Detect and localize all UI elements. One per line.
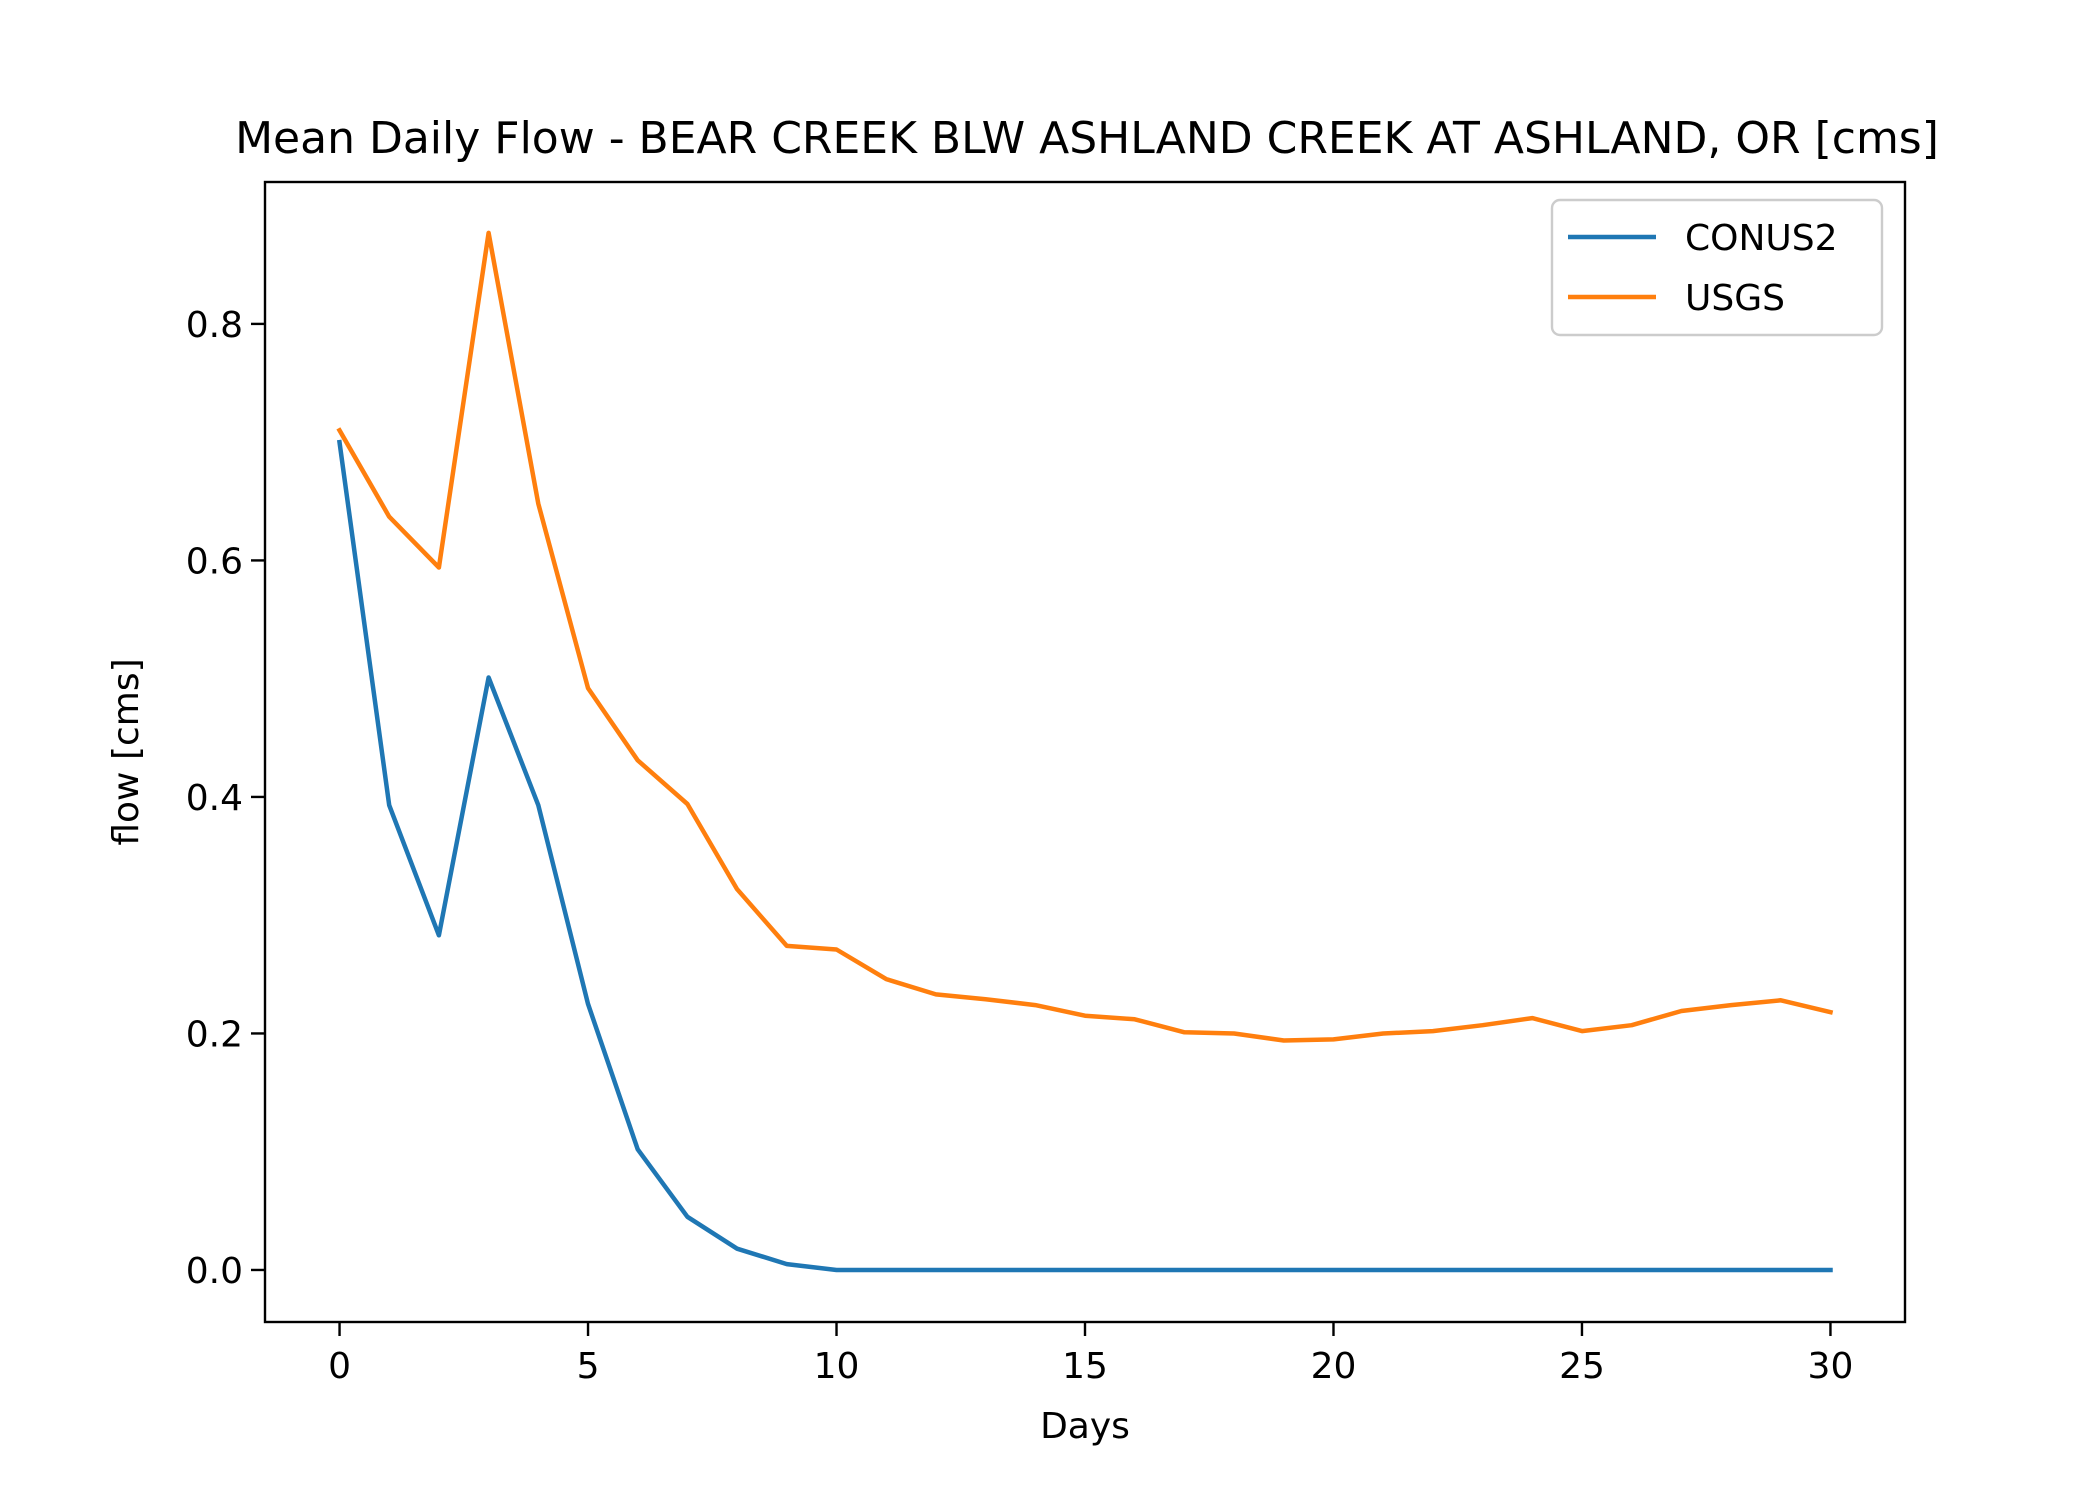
x-tick-label: 15 <box>1062 1346 1108 1387</box>
y-tick-label: 0.2 <box>186 1014 243 1055</box>
series-line-usgs <box>336 230 1834 1043</box>
legend-label-usgs: USGS <box>1685 278 1785 319</box>
legend: CONUS2 USGS <box>1550 198 1884 337</box>
chart-title: Mean Daily Flow - BEAR CREEK BLW ASHLAND… <box>235 113 1939 164</box>
x-axis-label: Days <box>1040 1406 1130 1447</box>
x-axis-ticks: 0 5 10 15 20 25 30 <box>328 1322 1853 1387</box>
x-tick-label: 30 <box>1808 1346 1854 1387</box>
y-tick-label: 0.4 <box>186 778 243 819</box>
x-tick-label: 20 <box>1311 1346 1357 1387</box>
legend-label-conus2: CONUS2 <box>1685 218 1838 259</box>
series-line-conus2 <box>336 439 1833 1273</box>
y-tick-label: 0.6 <box>186 541 243 582</box>
x-tick-label: 5 <box>577 1346 600 1387</box>
y-axis-label: flow [cms] <box>106 658 147 845</box>
x-tick-label: 10 <box>814 1346 860 1387</box>
legend-box <box>1550 198 1884 337</box>
x-tick-label: 25 <box>1559 1346 1605 1387</box>
y-axis-ticks: 0.0 0.2 0.4 0.6 0.8 <box>186 305 265 1292</box>
y-tick-label: 0.0 <box>186 1251 243 1292</box>
x-tick-label: 0 <box>328 1346 351 1387</box>
y-tick-label: 0.8 <box>186 305 243 346</box>
plot-series <box>336 230 1834 1273</box>
